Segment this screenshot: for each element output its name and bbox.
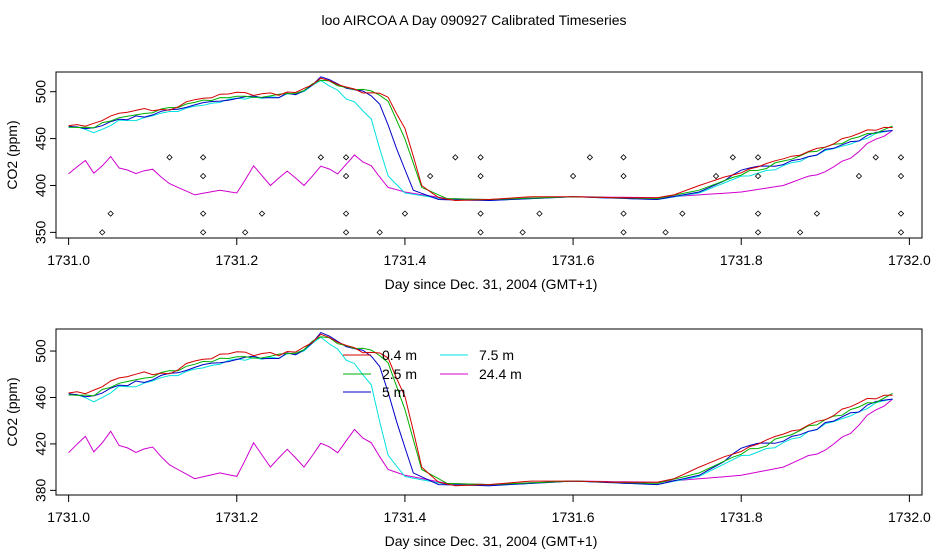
top-flag-point [872,154,879,161]
top-marks [68,76,905,236]
bottom-y-tick-label: 460 [33,386,49,410]
top-flag-point [477,172,484,180]
top-x-tick-label: 1731.0 [47,252,90,268]
bottom-y-axis-label: CO2 (ppm) [4,377,20,446]
top-y-tick-label: 500 [33,80,49,104]
top-x-tick-label: 1731.6 [552,252,595,268]
top-flag-point [342,229,350,236]
bottom-x-tick-label: 1731.0 [47,509,90,525]
top-flag-point [477,229,484,236]
top-flag-point [796,229,804,236]
top-flag-point [729,154,736,161]
bottom-x-tick-label: 1731.4 [384,509,427,525]
top-flag-point [258,210,266,217]
legend-label-2-5-m: 2.5 m [382,366,417,382]
top-flag-point [242,229,249,236]
top-x-tick-label: 1732.0 [888,252,931,268]
top-flag-point [754,172,762,180]
top-flag-point [452,154,459,161]
top-flag-point [754,229,762,236]
top-flag-point [536,210,543,217]
top-flag-point [813,210,821,217]
top-flag-point [99,229,106,236]
top-flag-point [199,154,207,161]
top-flag-point [754,210,762,217]
bottom-x-axis: 1731.0 1731.2 1731.4 1731.6 1731.8 1732.0 [47,494,931,525]
legend-label-24-4-m: 24.4 m [479,366,522,382]
top-x-tick-label: 1731.2 [215,252,258,268]
bottom-y-tick-label: 420 [33,432,49,456]
top-flag-point [897,172,905,180]
bottom-y-tick-label: 500 [33,339,49,363]
bottom-marks [68,331,893,487]
top-flag-point [519,229,526,236]
top-flag-point [620,172,627,180]
top-y-axis-label: CO2 (ppm) [4,120,20,189]
top-flag-point [401,210,409,217]
top-flag-point [620,210,627,217]
top-series-0-4-m-line [68,77,893,202]
bottom-x-tick-label: 1731.2 [215,509,258,525]
top-flag-point [342,210,350,217]
top-flag-point [855,172,863,180]
bottom-y-tick-label: 380 [33,478,49,502]
top-flag-point [477,154,484,161]
legend-label-0-4-m: 0.4 m [382,347,417,363]
top-flag-point [620,154,627,161]
top-x-axis-label: Day since Dec. 31, 2004 (GMT+1) [385,276,598,292]
bottom-x-tick-label: 1732.0 [888,509,931,525]
legend-label-7-5-m: 7.5 m [479,347,514,363]
top-flag-point [586,154,594,161]
bottom-x-tick-label: 1731.8 [720,509,763,525]
top-flag-point [620,229,627,236]
top-y-tick-label: 450 [33,127,49,151]
top-plot-frame [55,71,923,239]
top-flag-point [426,172,434,180]
top-flag-point [199,210,207,217]
top-y-axis: 350 400 450 500 [33,80,56,244]
top-flag-point [712,172,720,180]
top-flag-point [317,154,325,161]
top-flag-point [342,172,350,180]
top-flag-point [897,154,905,161]
top-flag-point [199,229,207,236]
top-flag-point [897,229,905,236]
legend-label-5-m: 5 m [382,384,405,400]
legend: 0.4 m 2.5 m 5 m 7.5 m 24.4 m [343,347,522,400]
top-flag-point [376,229,383,236]
top-flag-point [754,154,762,161]
top-flag-point [662,229,669,236]
top-series-5-m-line [68,76,893,202]
bottom-x-axis-label: Day since Dec. 31, 2004 (GMT+1) [385,533,598,549]
top-series-24-4-m-line [68,130,893,201]
top-x-tick-label: 1731.8 [720,252,763,268]
top-flag-point [679,210,686,217]
bottom-y-axis: 380 420 460 500 [33,339,56,502]
top-flag-point [897,210,905,217]
top-series-7-5-m-line [68,79,893,202]
bottom-panel: 1731.0 1731.2 1731.4 1731.6 1731.8 1732.0 380… [4,328,931,549]
top-panel: 1731.0 1731.2 1731.4 1731.6 1731.8 1732.0 350… [4,71,931,292]
top-flag-point [342,154,350,161]
top-flag-point [569,172,577,180]
top-series-2-5-m-line [68,79,893,201]
bottom-series-5-m-line [68,331,893,487]
figure-title: loo AIRCOA A Day 090927 Calibrated Times… [321,12,626,28]
top-x-axis: 1731.0 1731.2 1731.4 1731.6 1731.8 1732.0 [47,237,931,268]
top-flag-point [477,210,484,217]
bottom-series-24-4-m-line [68,398,893,486]
top-y-tick-label: 400 [33,174,49,198]
top-flag-point [199,172,207,180]
top-flag-point [107,210,114,217]
bottom-x-tick-label: 1731.6 [552,509,595,525]
top-y-tick-label: 350 [33,220,49,244]
top-flag-point [166,154,173,161]
bottom-series-0-4-m-line [68,333,893,487]
top-x-tick-label: 1731.4 [384,252,427,268]
